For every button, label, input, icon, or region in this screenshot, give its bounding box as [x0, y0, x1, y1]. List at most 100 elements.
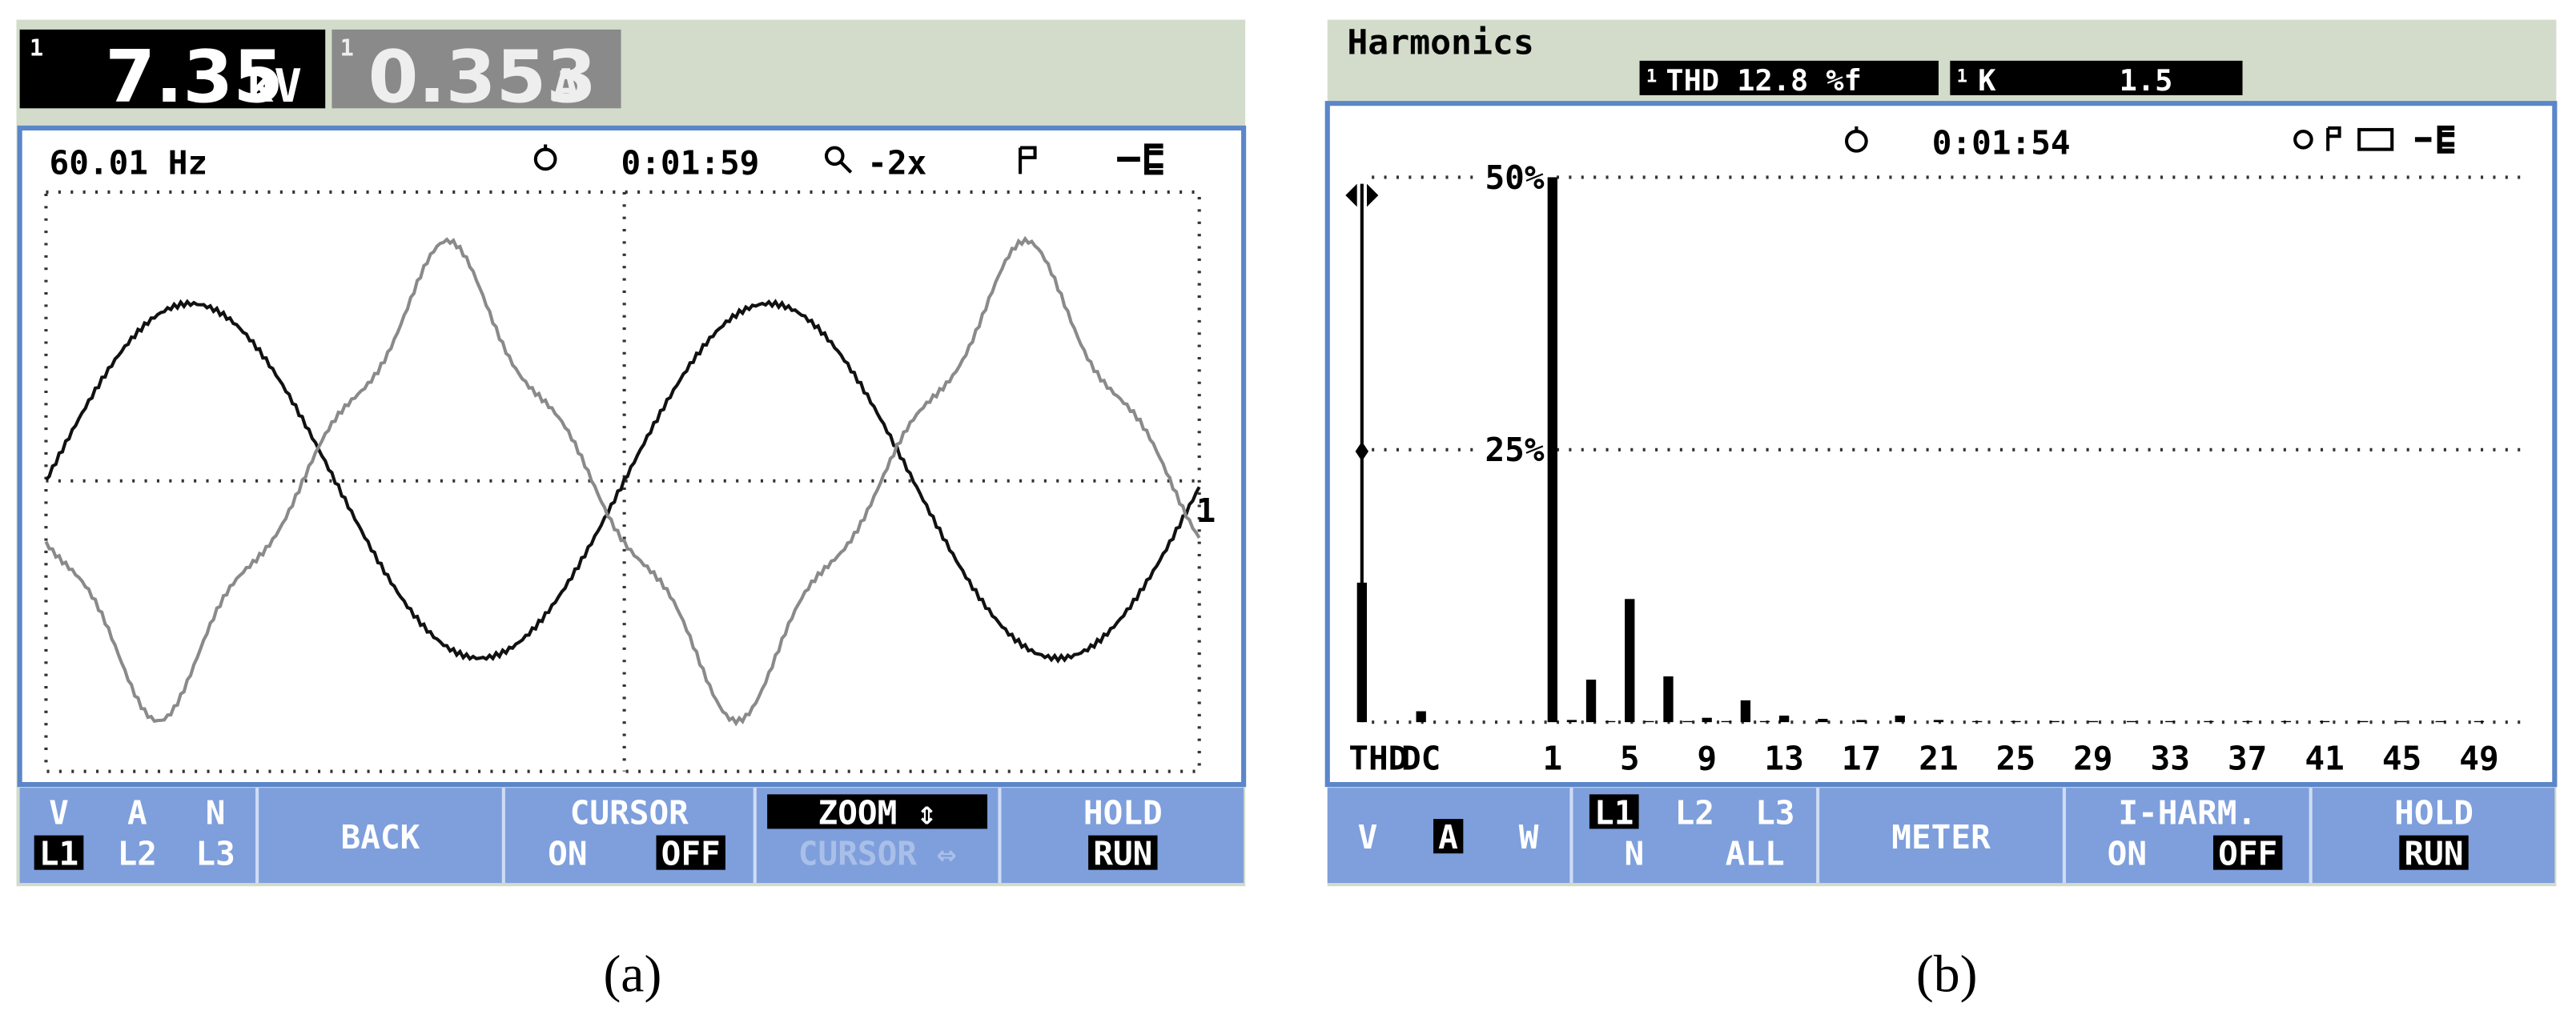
label-bg: [1481, 158, 1548, 197]
plug-icon: [1117, 143, 1163, 175]
thd-box: [1639, 60, 1939, 95]
button-label: OFF: [2218, 835, 2277, 873]
bar: [1605, 720, 1616, 723]
x-tick-label: 29: [2073, 740, 2112, 778]
voltage-box: [19, 29, 326, 109]
right-button-bar: [1327, 788, 2555, 884]
label-bg: [1481, 431, 1548, 470]
bar: [1818, 719, 1828, 723]
x-tick-label: DC: [1401, 740, 1441, 778]
voltage-channel: 1: [30, 34, 43, 62]
caption-a: (a): [603, 945, 661, 1003]
button-label: ALL: [1726, 835, 1785, 873]
button-label: L3: [1755, 793, 1794, 832]
button-label: OFF: [661, 835, 721, 873]
button-highlight: [767, 794, 988, 829]
bar: [1566, 720, 1577, 723]
bar: [1759, 720, 1770, 723]
bar: [1933, 720, 1944, 723]
button-label: ON: [548, 835, 587, 873]
button-highlight: [656, 835, 725, 870]
button-label: METER: [1891, 818, 1991, 857]
bar: [1585, 680, 1597, 723]
bar: [2049, 720, 2060, 723]
elapsed-time: 0:01:59: [621, 143, 760, 182]
button-highlight: [1433, 819, 1464, 854]
bar: [2165, 720, 2176, 723]
x-tick-label: 49: [2459, 740, 2498, 778]
voltage-value: 7.35: [105, 35, 283, 119]
x-tick-label: 45: [2382, 740, 2421, 778]
x-tick-label: 13: [1764, 740, 1803, 778]
button-label: I-HARM.: [2118, 793, 2257, 832]
bar: [1416, 711, 1426, 723]
button-label: RUN: [1093, 835, 1152, 873]
bar: [1740, 700, 1751, 723]
voltage-unit: kV: [247, 59, 302, 113]
x-tick-label: 9: [1697, 740, 1717, 778]
button-label: L2: [1675, 793, 1714, 832]
bar: [1663, 676, 1674, 723]
x-tick-label: 17: [1842, 740, 1881, 778]
button-label: L3: [195, 835, 235, 873]
bar: [1778, 715, 1790, 723]
k-box: [1950, 60, 2243, 95]
button-highlight: [1088, 835, 1158, 870]
button-highlight: [2212, 835, 2283, 870]
bar: [2126, 720, 2137, 723]
current-box: [332, 29, 621, 109]
voltage-waveform: [44, 299, 1201, 664]
bar: [1895, 715, 1905, 723]
x-tick-label: 33: [2151, 740, 2190, 778]
button-label: ZOOM ⇕: [818, 793, 937, 832]
zoom-icon: [824, 146, 853, 174]
bar: [1547, 177, 1557, 723]
flag-icon: [1019, 146, 1037, 175]
current-channel: 1: [340, 34, 354, 62]
left-screen: [17, 125, 1247, 788]
bar: [2204, 720, 2214, 723]
button-label: HOLD: [1083, 793, 1163, 832]
button-label: HOLD: [2394, 793, 2474, 832]
bar: [2397, 720, 2407, 723]
x-tick-label: 37: [2228, 740, 2267, 778]
bar: [1356, 582, 1367, 723]
button-label: V: [1358, 818, 1378, 857]
button-label: N: [206, 793, 226, 832]
panel-title: Harmonics: [1347, 23, 1533, 63]
x-tick-label: 5: [1620, 740, 1640, 778]
scope-grid: [44, 190, 1201, 773]
elapsed-time: 0:01:54: [1932, 124, 2071, 162]
button-highlight: [2399, 835, 2469, 870]
button-label: CURSOR ⇔: [798, 835, 957, 873]
thd-reading: THD 12.8 %f: [1666, 63, 1862, 98]
button-label: CURSOR: [570, 793, 689, 832]
button-label: RUN: [2404, 835, 2463, 873]
bar: [2319, 720, 2330, 723]
current-waveform: [44, 235, 1201, 727]
status-icons: [2293, 125, 2455, 154]
bar: [1972, 720, 1983, 723]
bar: [1644, 720, 1654, 723]
button-label: ON: [2108, 835, 2147, 873]
button-label: V: [49, 793, 69, 832]
button-highlight: [1589, 794, 1639, 829]
k-value: 1.5: [2120, 63, 2173, 98]
button-label: N: [1625, 835, 1645, 873]
k-label: K: [1978, 63, 1996, 98]
current-value: 0.353: [368, 35, 597, 119]
y-tick-label: 25%: [1485, 431, 1544, 469]
caption-b: (b): [1916, 945, 1978, 1003]
clock-icon: [533, 144, 557, 171]
bar: [1625, 599, 1635, 723]
bar: [1702, 717, 1712, 723]
x-tick-label: 25: [1996, 740, 2035, 778]
trace-label: 1: [1196, 491, 1216, 530]
bar: [2011, 720, 2021, 723]
current-unit: A: [552, 59, 580, 113]
bar: [2474, 720, 2485, 723]
left-button-bar: [19, 788, 1244, 884]
